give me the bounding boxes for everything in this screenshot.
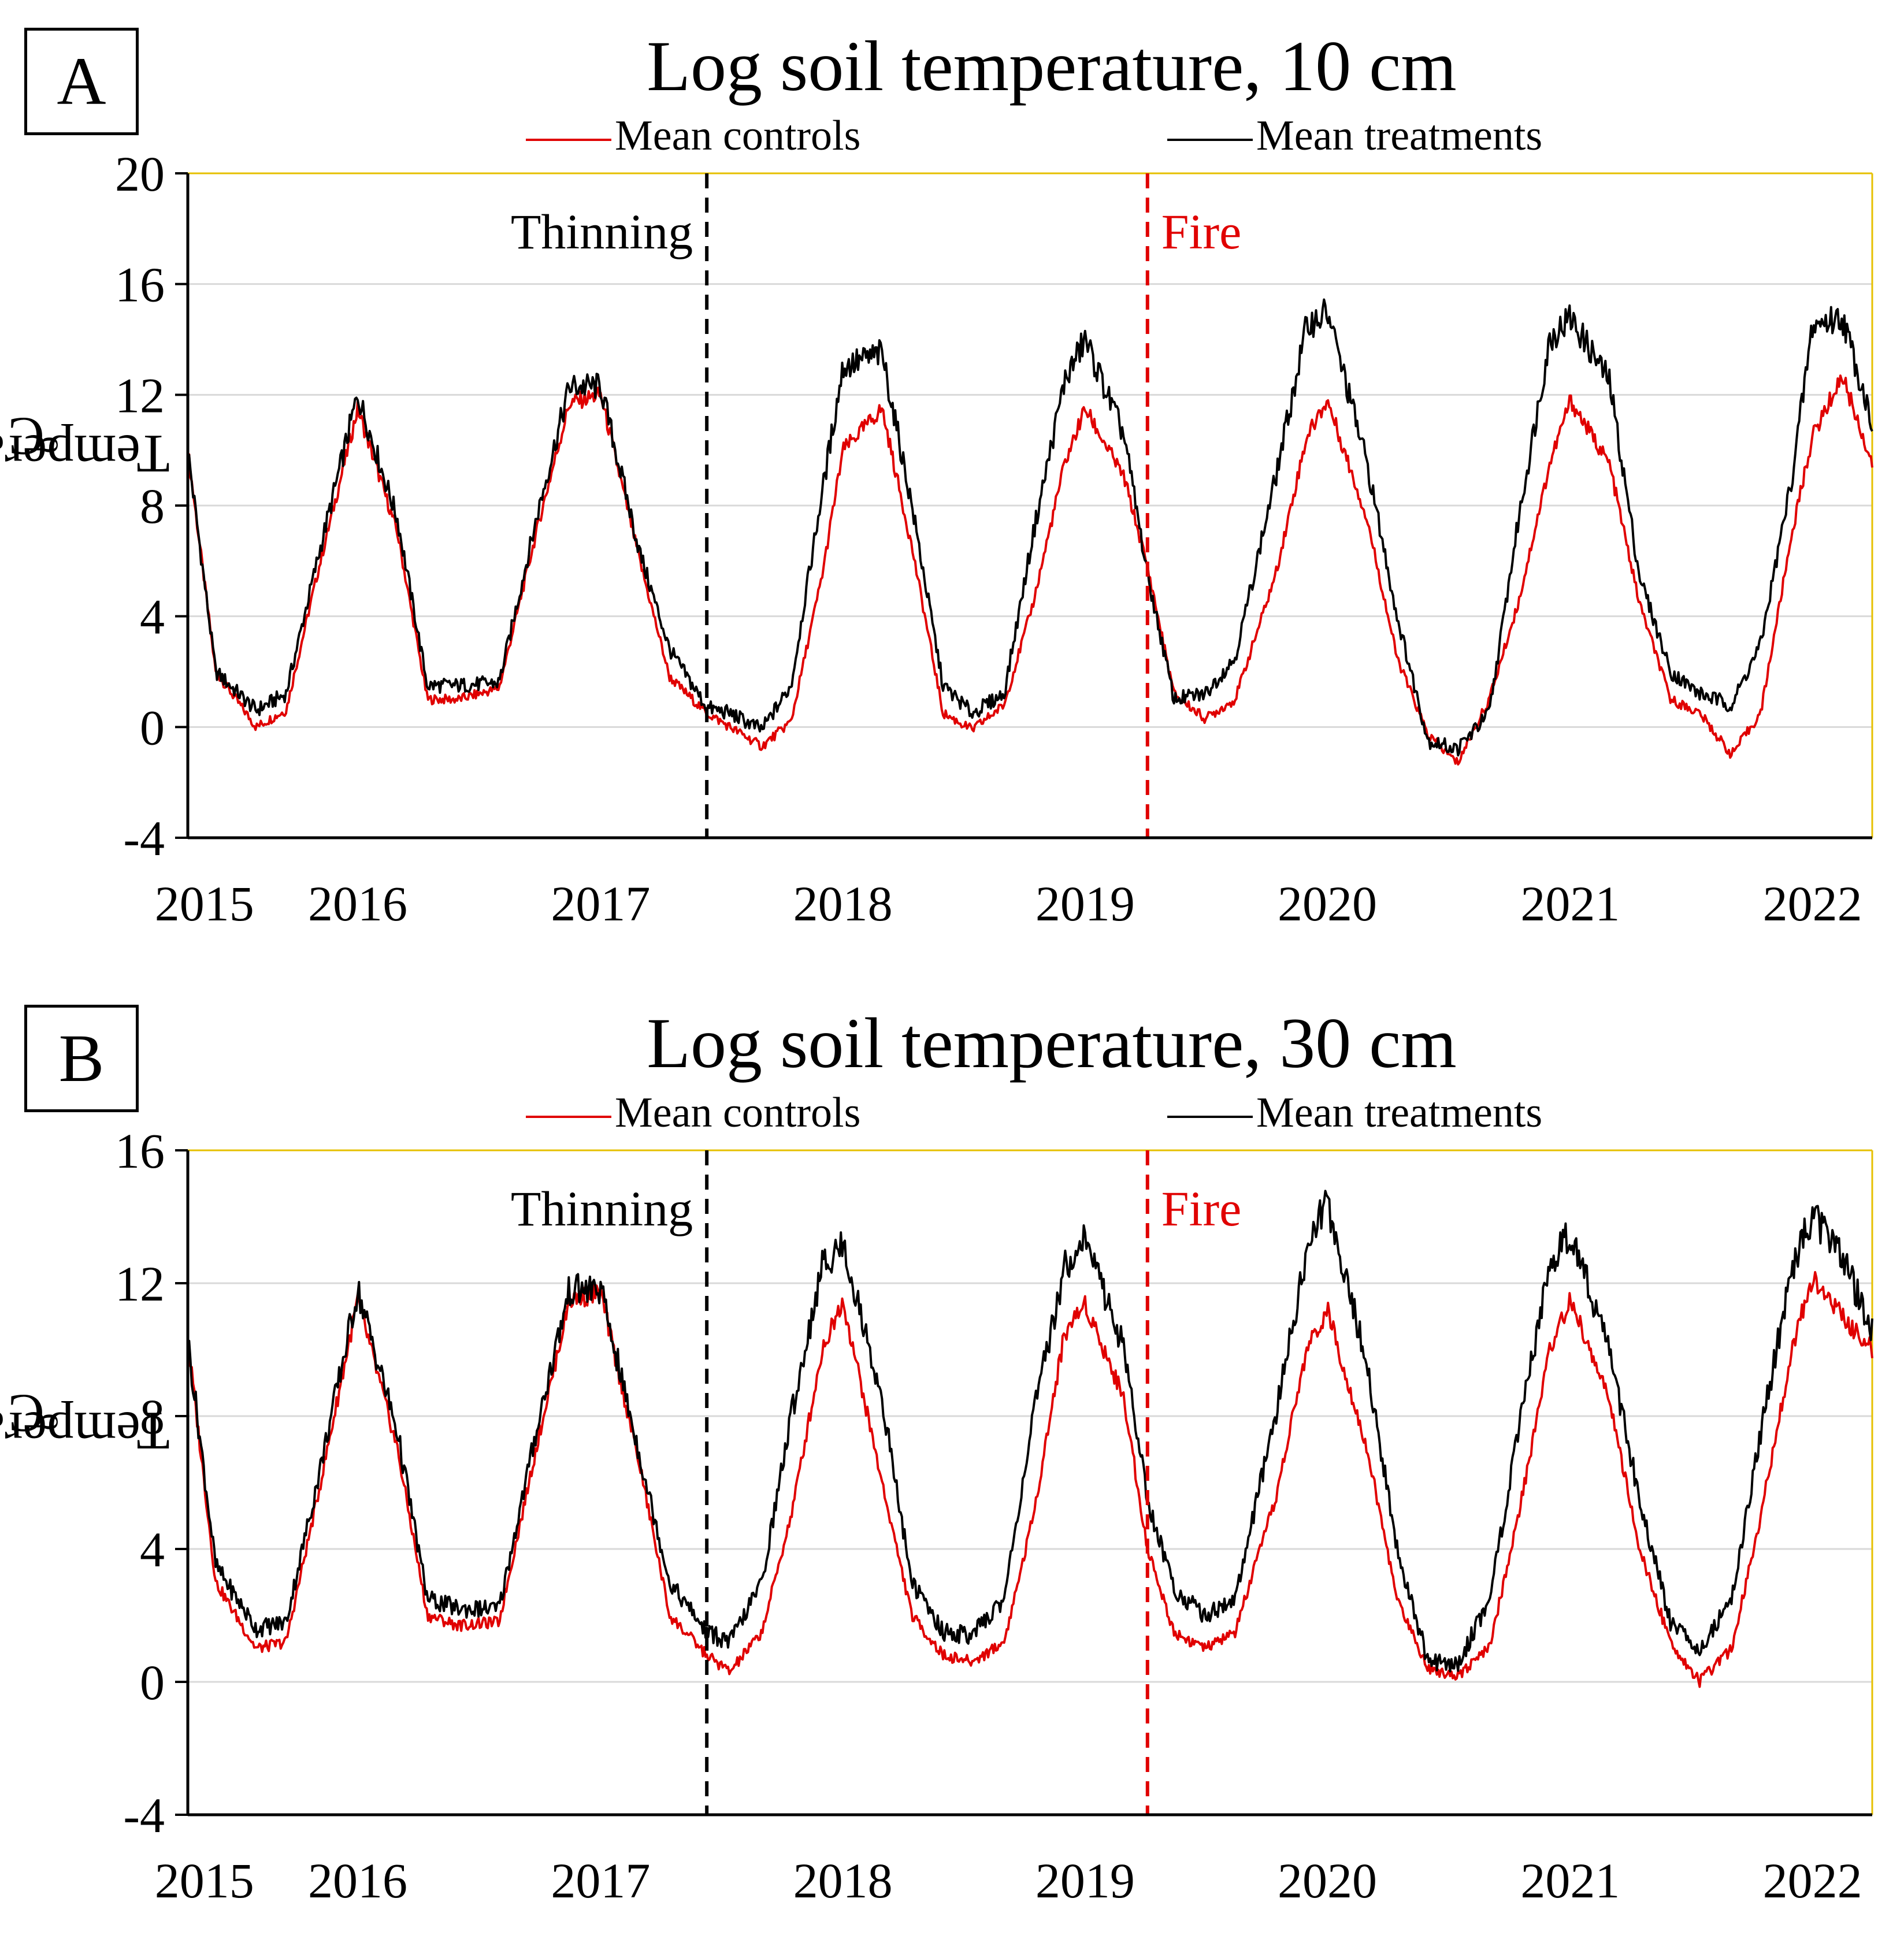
x-tick-label: 2018 — [793, 876, 893, 931]
chart-a-title: Log soil temperature, 10 cm — [647, 27, 1457, 106]
y-tick-label: -4 — [123, 811, 165, 866]
y-tick-label: 12 — [115, 1256, 165, 1312]
event-label-thinning: Thinning — [511, 204, 693, 259]
y-tick-label: 4 — [140, 589, 165, 645]
x-tick-label: 2019 — [1035, 876, 1135, 931]
y-tick-label: 16 — [115, 257, 165, 313]
legend-controls-label: Mean controls — [615, 1089, 861, 1136]
x-tick-label: 2022 — [1763, 1853, 1862, 1908]
x-tick-label: 2016 — [308, 876, 407, 931]
x-tick-label: 2020 — [1278, 876, 1377, 931]
y-tick-label: 8 — [140, 1389, 165, 1444]
y-tick-label: 8 — [140, 478, 165, 534]
x-tick-label: 2021 — [1520, 1853, 1620, 1908]
y-tick-label: 0 — [140, 1655, 165, 1710]
x-tick-label: 2019 — [1035, 1853, 1135, 1908]
chart-panel-a: Thinning Fire -4 0 4 8 12 16 20 2015 2016 2017 2018 2… — [0, 27, 1873, 931]
y-tick-label: 4 — [140, 1522, 165, 1577]
legend-treatments-a: Mean treatments — [1167, 110, 1542, 162]
y-tick-label: 12 — [115, 367, 165, 423]
x-tick-label: 2017 — [551, 1853, 650, 1908]
event-label-thinning: Thinning — [511, 1181, 693, 1236]
legend-treatments-swatch — [1167, 1116, 1253, 1119]
legend-treatments-b: Mean treatments — [1167, 1087, 1542, 1139]
y-tick-label: 20 — [115, 146, 165, 202]
chart-b-title: Log soil temperature, 30 cm — [647, 1004, 1457, 1083]
series-line-controls — [187, 374, 1873, 766]
legend-treatments-swatch — [1167, 139, 1253, 142]
x-tick-label: 2021 — [1520, 876, 1620, 931]
y-tick-label: 0 — [140, 700, 165, 755]
x-tick-label: 2017 — [551, 876, 650, 931]
y-tick-label: 16 — [115, 1123, 165, 1179]
legend-controls-label: Mean controls — [615, 112, 861, 159]
y-tick-label: -4 — [123, 1788, 165, 1843]
legend-controls-swatch — [526, 1116, 611, 1119]
series-line-treatments — [187, 1190, 1873, 1673]
x-tick-label: 2015 — [155, 876, 254, 931]
legend-treatments-label: Mean treatments — [1256, 1089, 1543, 1136]
series-line-treatments — [187, 298, 1873, 757]
chart-a-plot: Thinning Fire -4 0 4 8 12 16 20 2015 2016 2017 2018 2… — [115, 146, 1873, 931]
panel-label-b: B — [24, 1005, 139, 1112]
x-tick-label: 2016 — [308, 1853, 407, 1908]
event-label-fire: Fire — [1161, 204, 1242, 259]
chart-panel-b: Thinning Fire -4 0 4 8 12 16 2015 2016 2017 2018 201… — [0, 977, 1904, 1954]
x-tick-label: 2022 — [1763, 876, 1862, 931]
legend-controls-a: Mean controls — [526, 110, 860, 162]
x-tick-label: 2015 — [155, 1853, 254, 1908]
legend-treatments-label: Mean treatments — [1256, 112, 1543, 159]
event-label-fire: Fire — [1161, 1181, 1242, 1236]
panel-label-a: A — [24, 28, 139, 135]
x-tick-label: 2018 — [793, 1853, 893, 1908]
series-line-controls — [187, 1271, 1873, 1688]
chart-b-plot: Thinning Fire -4 0 4 8 12 16 2015 2016 2017 2018 201… — [115, 1123, 1873, 1908]
legend-controls-b: Mean controls — [526, 1087, 860, 1139]
legend-controls-swatch — [526, 139, 611, 142]
x-tick-label: 2020 — [1278, 1853, 1377, 1908]
